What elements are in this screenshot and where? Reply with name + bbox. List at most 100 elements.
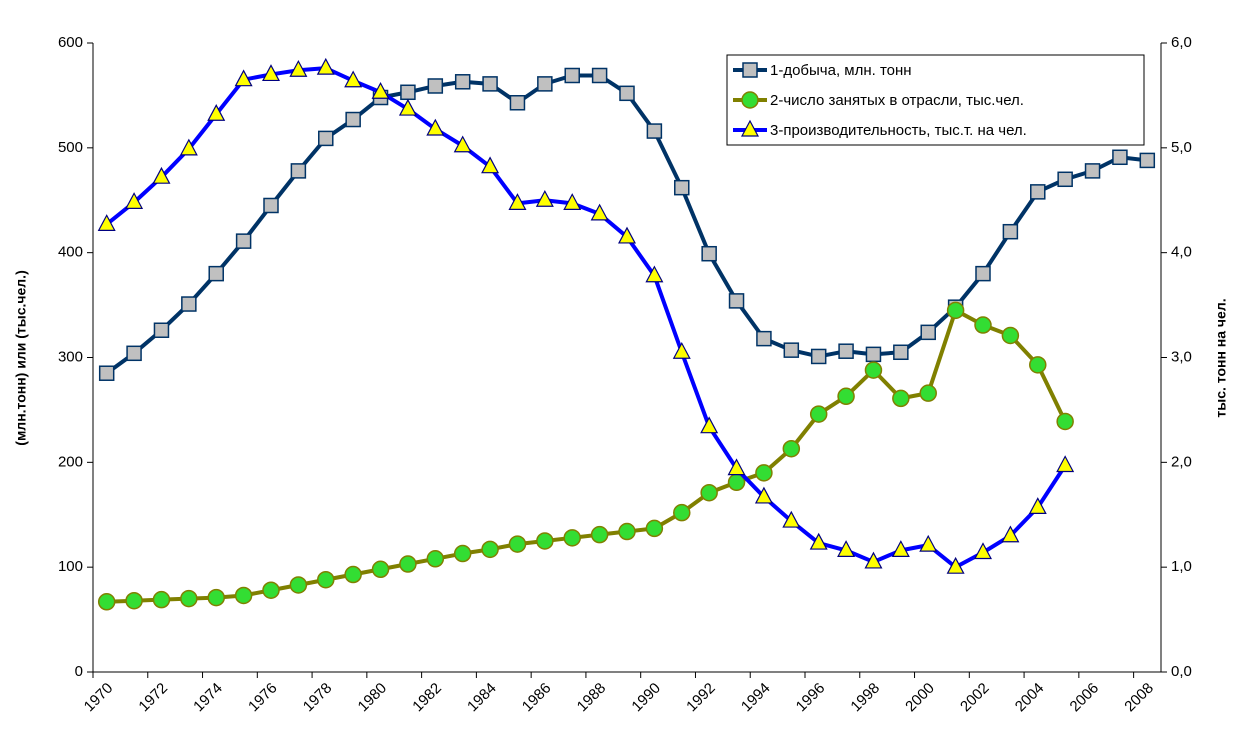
circle-marker bbox=[426, 550, 445, 568]
y-tick-label: 300 bbox=[58, 348, 83, 365]
square-marker bbox=[742, 62, 758, 78]
circle-marker bbox=[453, 544, 472, 563]
series-line bbox=[106, 308, 1067, 604]
triangle-marker bbox=[741, 119, 759, 137]
square-marker bbox=[208, 265, 224, 282]
circle-marker bbox=[125, 591, 143, 610]
square-marker bbox=[564, 67, 580, 84]
triangle-marker bbox=[700, 416, 719, 434]
circle-marker bbox=[207, 588, 225, 607]
circle-marker bbox=[974, 316, 992, 334]
x-tick-label: 1980 bbox=[355, 680, 391, 716]
triangle-marker bbox=[125, 192, 144, 209]
square-marker bbox=[427, 78, 444, 94]
square-marker bbox=[126, 345, 142, 362]
square-marker bbox=[537, 76, 553, 92]
circle-marker bbox=[673, 503, 691, 522]
square-marker bbox=[701, 245, 717, 262]
triangle-marker bbox=[563, 193, 582, 210]
circle-marker bbox=[289, 576, 308, 594]
triangle-marker bbox=[891, 540, 910, 557]
circle-marker bbox=[1056, 412, 1074, 431]
triangle-marker bbox=[97, 214, 116, 231]
circle-marker bbox=[536, 532, 554, 550]
y-tick-label: 600 bbox=[58, 34, 83, 51]
triangle-marker bbox=[727, 458, 746, 476]
triangle-marker bbox=[1001, 525, 1020, 543]
legend: 1-добыча, млн. тонн 2-число занятых в отр… bbox=[726, 54, 1145, 146]
triangle-marker bbox=[535, 189, 554, 207]
x-tick-label: 2008 bbox=[1121, 680, 1157, 716]
triangle-marker bbox=[179, 138, 198, 156]
circle-marker bbox=[590, 525, 609, 544]
x-tick-label: 1996 bbox=[793, 680, 829, 716]
circle-marker bbox=[782, 439, 801, 458]
square-marker bbox=[674, 179, 690, 196]
triangle-marker bbox=[618, 226, 636, 244]
square-marker bbox=[1139, 152, 1156, 169]
circle-marker bbox=[919, 384, 937, 402]
square-marker bbox=[181, 296, 197, 312]
x-tick-label: 1970 bbox=[81, 680, 117, 716]
legend-label: 3-производительность, тыс.т. на чел. bbox=[770, 122, 1027, 139]
triangle-marker bbox=[754, 486, 773, 504]
x-tick-label: 1988 bbox=[574, 680, 610, 716]
square-marker bbox=[975, 265, 991, 282]
square-marker bbox=[920, 324, 936, 341]
legend-label: 2-число занятых в отрасли, тыс.чел. bbox=[770, 92, 1024, 109]
triangle-marker bbox=[672, 341, 691, 359]
circle-marker bbox=[741, 91, 759, 109]
triangle-marker bbox=[398, 98, 417, 116]
circle-marker bbox=[809, 405, 828, 423]
square-marker bbox=[810, 348, 827, 365]
circle-marker bbox=[508, 535, 527, 553]
triangle-marker bbox=[809, 532, 828, 550]
triangle-marker bbox=[426, 118, 445, 136]
triangle-marker bbox=[289, 59, 308, 77]
square-marker bbox=[235, 233, 252, 249]
triangle-marker bbox=[782, 510, 801, 528]
circle-marker bbox=[234, 586, 253, 605]
x-tick-label: 1978 bbox=[300, 680, 336, 716]
square-marker bbox=[1030, 184, 1046, 200]
triangle-marker bbox=[864, 551, 883, 569]
y2-tick-label: 4,0 bbox=[1171, 244, 1192, 261]
legend-box bbox=[726, 54, 1145, 146]
triangle-marker bbox=[481, 156, 500, 174]
y2-tick-label: 6,0 bbox=[1171, 34, 1192, 51]
square-marker bbox=[893, 344, 909, 361]
triangle-marker bbox=[453, 135, 472, 153]
square-marker bbox=[756, 330, 772, 347]
triangle-marker bbox=[152, 166, 171, 184]
x-tick-label: 2000 bbox=[902, 680, 938, 716]
y-tick-label: 100 bbox=[58, 558, 83, 575]
square-marker bbox=[619, 85, 635, 102]
x-tick-label: 1982 bbox=[409, 680, 445, 716]
square-marker bbox=[865, 346, 882, 363]
x-tick-label: 1990 bbox=[628, 680, 664, 716]
triangle-marker bbox=[837, 540, 856, 557]
square-marker bbox=[1002, 223, 1019, 240]
circle-marker bbox=[1029, 356, 1047, 374]
x-tick-label: 1984 bbox=[464, 680, 500, 716]
triangle-marker bbox=[590, 203, 609, 221]
series-markers bbox=[97, 301, 1074, 611]
triangle-marker bbox=[946, 556, 965, 574]
circle-marker bbox=[755, 464, 773, 482]
x-tick-label: 2006 bbox=[1067, 680, 1103, 716]
triangle-marker bbox=[919, 534, 938, 552]
square-marker bbox=[509, 95, 526, 111]
x-tick-label: 2002 bbox=[957, 680, 993, 716]
y-tick-label: 200 bbox=[58, 453, 83, 470]
circle-marker bbox=[180, 589, 198, 608]
x-tick-label: 1972 bbox=[135, 680, 171, 716]
x-tick-label: 2004 bbox=[1012, 680, 1048, 716]
x-tick-label: 1986 bbox=[519, 680, 555, 716]
triangle-marker bbox=[234, 69, 253, 87]
y-tick-label: 500 bbox=[58, 139, 83, 156]
circle-marker bbox=[837, 387, 855, 406]
square-marker bbox=[318, 130, 334, 147]
circle-marker bbox=[344, 565, 362, 584]
x-tick-label: 1974 bbox=[190, 680, 226, 716]
circle-marker bbox=[152, 590, 171, 609]
